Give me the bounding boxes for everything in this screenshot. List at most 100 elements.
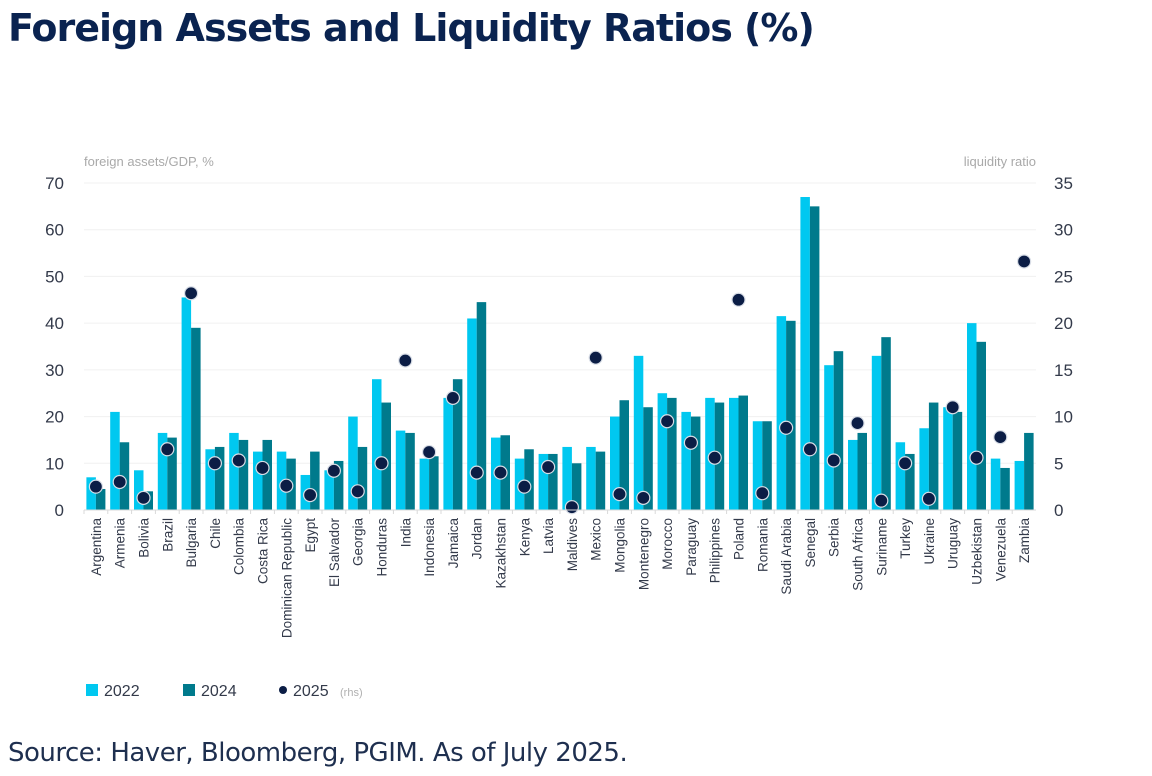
dot-2025-bulgaria [184,286,199,301]
bar-2022-serbia [824,365,834,510]
bar-2022-poland [729,397,739,510]
bar-2022-jamaica [443,397,453,510]
dot-2025-jamaica [445,390,460,405]
bar-2022-south-africa [848,439,858,510]
x-label: Bulgaria [184,518,199,568]
dot-2025-mexico [588,350,603,365]
bar-2022-paraguay [681,411,691,510]
bar-2024-uruguay [952,411,963,510]
legend-item-2024: 2024 [183,683,237,700]
bar-2022-uruguay [943,407,953,510]
dot-2025-ukraine [921,491,937,506]
bar-2022-argentina [86,477,96,510]
y-tick-left: 10 [45,454,64,473]
dot-2025-philippines [707,450,722,465]
bar-2022-india [395,430,406,510]
bar-2024-poland [738,395,748,510]
x-label: El Salvador [327,518,342,588]
bar-2024-jordan [476,302,487,510]
dot-2025-paraguay [683,435,699,450]
x-label: Mexico [589,518,604,561]
legend-item-2025: 2025 (rhs) [279,683,363,700]
bar-2024-romania [762,421,772,510]
bar-2024-armenia [119,442,130,510]
bar-2022-indonesia [419,458,430,510]
dot-2025-senegal [802,442,818,457]
bar-2024-el-salvador [333,460,344,510]
bar-2022-colombia [229,432,239,510]
x-label: Romania [755,518,770,573]
x-label: Dominican Republic [279,518,294,638]
x-label: Jamaica [446,518,461,569]
legend-label-2024: 2024 [201,683,237,700]
bar-2022-latvia [538,453,549,510]
dot-2025-el-salvador [326,463,341,478]
dot-2025-argentina [88,479,104,494]
bar-2022-turkey [895,442,906,510]
bar-2024-costa-rica [262,439,272,510]
x-label: Chile [208,518,223,549]
bar-2022-uzbekistan [967,323,977,510]
bar-2022-suriname [871,355,882,510]
dot-2025-latvia [540,459,556,475]
x-label: Armenia [113,518,128,569]
dot-2025-dominican-republic [279,478,294,493]
bar-2024-zambia [1024,432,1034,510]
x-label: Serbia [827,518,842,558]
bar-2024-bulgaria [191,327,201,510]
dot-2025-honduras [374,456,389,471]
legend-marker-2025 [279,686,287,694]
y-tick-right: 10 [1054,408,1073,427]
dot-2025-kenya [517,479,532,494]
x-label: Senegal [803,518,818,568]
dots [88,254,1032,515]
bar-2022-saudi-arabia [776,316,787,510]
x-label: Zambia [1017,518,1032,564]
y-tick-right: 35 [1054,174,1073,193]
dot-2025-serbia [826,453,841,468]
x-label: Suriname [874,518,889,576]
bar-2024-indonesia [429,456,439,510]
bar-2022-georgia [348,416,358,510]
x-axis: Argentina Armenia Bolivia Brazil Bulgaria Chi… [83,509,1036,638]
dot-2025-montenegro [636,490,651,505]
dot-2025-maldives [564,500,580,515]
bar-2022-morocco [657,393,668,510]
x-label: Turkey [898,518,913,559]
dot-2025-costa-rica [255,460,270,476]
x-label: Georgia [351,518,366,567]
bar-2022-bolivia [134,470,144,510]
dot-2025-saudi-arabia [778,420,794,435]
x-label: Kenya [517,518,532,557]
x-label: Jordan [470,518,485,559]
x-label: Indonesia [422,518,437,577]
x-label: Poland [732,518,747,560]
bar-2022-mongolia [610,416,620,510]
x-label: Honduras [375,518,390,577]
y-tick-left: 20 [45,408,64,427]
bar-2024-mexico [595,451,606,510]
bar-2024-suriname [881,337,891,510]
x-label: Uruguay [946,518,961,569]
bar-2024-latvia [548,453,558,510]
bar-2022-bulgaria [181,297,192,510]
bar-2024-maldives [571,463,582,510]
bar-2024-argentina [95,488,106,510]
bar-2022-costa-rica [253,451,263,510]
bar-2024-mongolia [619,400,629,510]
legend-label-2022: 2022 [104,683,140,700]
dot-2025-colombia [231,453,246,468]
x-label: Colombia [232,518,247,576]
bar-2024-ukraine [928,402,939,510]
bar-2024-chile [214,446,225,510]
bar-2024-paraguay [690,416,701,510]
dot-2025-mongolia [612,487,627,502]
legend-label-2025: 2025 [293,683,329,700]
dot-2025-bolivia [136,490,151,505]
x-label: Mongolia [613,518,628,573]
y-axis-left-title: foreign assets/GDP, % [84,154,214,169]
y-tick-right: 25 [1054,267,1073,286]
x-label: Kazakhstan [494,518,509,589]
legend-swatch-2022 [86,684,98,696]
